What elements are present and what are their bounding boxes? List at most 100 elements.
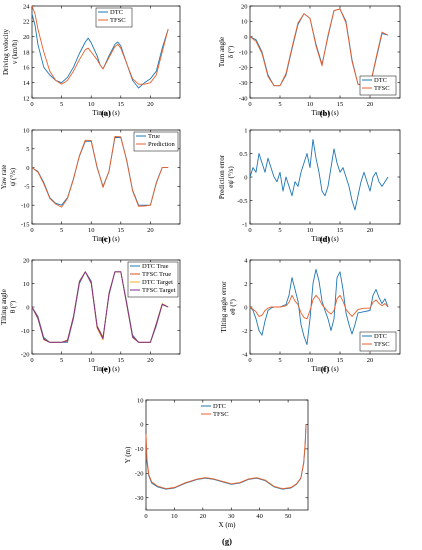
y-axis-label: Driving velocity xyxy=(2,28,10,75)
legend-label: TFSC True xyxy=(142,271,171,278)
y-tick-label: -2 xyxy=(242,328,247,335)
x-axis-label: Time t (s) xyxy=(311,365,339,373)
y-axis-label: Prediction error xyxy=(218,154,226,199)
legend-label: TFSC xyxy=(374,341,390,348)
series-line-dtc xyxy=(145,424,307,490)
y-tick-label: -20 xyxy=(135,471,144,478)
y-tick-label: 1 xyxy=(244,127,247,134)
y-tick-label: -1 xyxy=(242,221,247,228)
y-tick-label: 4 xyxy=(244,257,248,264)
x-tick-label: 5 xyxy=(60,101,63,108)
x-axis-label: X (m) xyxy=(219,521,237,529)
x-tick-label: 50 xyxy=(285,513,292,520)
y-tick-label: 0 xyxy=(244,304,247,311)
y-tick-label: 10 xyxy=(241,19,248,26)
y-tick-label: -5 xyxy=(24,184,29,191)
x-tick-label: 0 xyxy=(248,227,251,234)
legend-label: True xyxy=(148,133,160,140)
y-tick-label: -4 xyxy=(242,351,248,358)
y-tick-label: -30 xyxy=(239,80,248,87)
legend-label: DTC xyxy=(374,333,387,340)
y-axis-label: Yaw rate xyxy=(0,165,8,190)
y-tick-label: 22 xyxy=(23,19,30,26)
y-axis-label: Tilting angle xyxy=(0,289,8,325)
x-tick-label: 15 xyxy=(337,357,344,364)
y-axis-label: ψ̇ (°/s) xyxy=(9,167,17,186)
y-axis-label: δ (°) xyxy=(227,45,235,58)
y-tick-label: 0 xyxy=(26,304,29,311)
series-line-error xyxy=(249,138,389,211)
y-axis-label: eψ̇ (°/s) xyxy=(227,166,235,188)
x-tick-label: 10 xyxy=(88,357,95,364)
x-tick-label: 15 xyxy=(337,227,344,234)
legend-box xyxy=(359,331,397,352)
x-tick-label: 0 xyxy=(30,101,33,108)
x-tick-label: 15 xyxy=(337,101,344,108)
y-tick-label: 2 xyxy=(244,281,247,288)
x-tick-label: 5 xyxy=(278,227,281,234)
y-tick-label: -20 xyxy=(239,65,248,72)
legend-label: DTC xyxy=(374,77,387,84)
legend-label: DTC xyxy=(110,9,123,16)
x-axis-label: Time t (s) xyxy=(92,235,120,243)
x-tick-label: 15 xyxy=(118,357,125,364)
y-tick-label: 0 xyxy=(26,165,29,172)
chart-e: 0 5 10 15 20 -20 -10 0 10 20 Time t (s) Tilting ang… xyxy=(0,257,181,374)
x-tick-label: 20 xyxy=(147,357,154,364)
x-axis-label: Time t (s) xyxy=(311,235,339,243)
chart-f: 0 5 10 15 20 -4 -2 0 2 4 Time t (s) Tilting angle e… xyxy=(220,257,401,374)
panel-caption: (a) xyxy=(101,108,111,118)
x-tick-label: 0 xyxy=(30,227,33,234)
panel-caption: (e) xyxy=(101,364,111,374)
y-tick-label: 18 xyxy=(23,49,30,56)
legend-label: Prediction xyxy=(148,141,175,148)
x-axis-label: Time t (s) xyxy=(92,365,120,373)
plot-frame xyxy=(145,399,309,511)
x-tick-label: 10 xyxy=(88,101,95,108)
y-axis-label: Y (m) xyxy=(124,446,132,463)
y-tick-label: -0.5 xyxy=(237,198,247,205)
x-tick-label: 0 xyxy=(30,357,33,364)
y-axis-label: eθ (°) xyxy=(229,298,237,314)
legend-label: TFSC xyxy=(110,17,126,24)
x-tick-label: 15 xyxy=(118,101,125,108)
legend-label: DTC xyxy=(213,403,226,410)
series-line-tfsc xyxy=(145,424,307,490)
y-tick-label: 20 xyxy=(241,3,248,10)
chart-g: 0 10 20 30 40 50 -30 -20 -10 0 10 X (m) Y (m) DTCTFSC… xyxy=(124,397,309,546)
y-axis-label: θ (°) xyxy=(9,300,17,313)
legend-box xyxy=(127,261,179,298)
x-tick-label: 5 xyxy=(278,357,281,364)
y-tick-label: 10 xyxy=(23,127,30,134)
legend-label: DTC Target xyxy=(142,279,173,286)
legend-label: TFSC xyxy=(213,411,229,418)
y-tick-label: 5 xyxy=(26,146,29,153)
x-tick-label: 15 xyxy=(118,227,125,234)
legend-box xyxy=(95,7,133,28)
y-tick-label: 14 xyxy=(23,80,30,87)
y-tick-label: -30 xyxy=(135,495,144,502)
x-tick-label: 5 xyxy=(278,101,281,108)
y-tick-label: 10 xyxy=(137,397,144,404)
legend-box xyxy=(359,75,397,96)
x-tick-label: 40 xyxy=(256,513,263,520)
x-tick-label: 5 xyxy=(60,357,63,364)
series-line-tfsc xyxy=(249,8,389,87)
y-tick-label: 0 xyxy=(244,34,247,41)
x-tick-label: 20 xyxy=(367,227,374,234)
x-tick-label: 0 xyxy=(248,357,251,364)
y-tick-label: -10 xyxy=(21,203,30,210)
x-axis-label: Time t (s) xyxy=(311,109,339,117)
y-axis-label: v (km/h) xyxy=(11,39,19,64)
series-line-dtc xyxy=(249,8,389,87)
chart-b: 0 5 10 15 20 -40 -30 -20 -10 0 10 20 Time t (s) Turn … xyxy=(218,3,401,118)
x-tick-label: 10 xyxy=(88,227,95,234)
y-tick-label: 12 xyxy=(23,95,30,102)
series-line-tfsc-target xyxy=(31,271,169,343)
x-tick-label: 10 xyxy=(171,513,178,520)
x-tick-label: 30 xyxy=(228,513,235,520)
x-tick-label: 20 xyxy=(367,101,374,108)
y-tick-label: 20 xyxy=(23,257,30,264)
